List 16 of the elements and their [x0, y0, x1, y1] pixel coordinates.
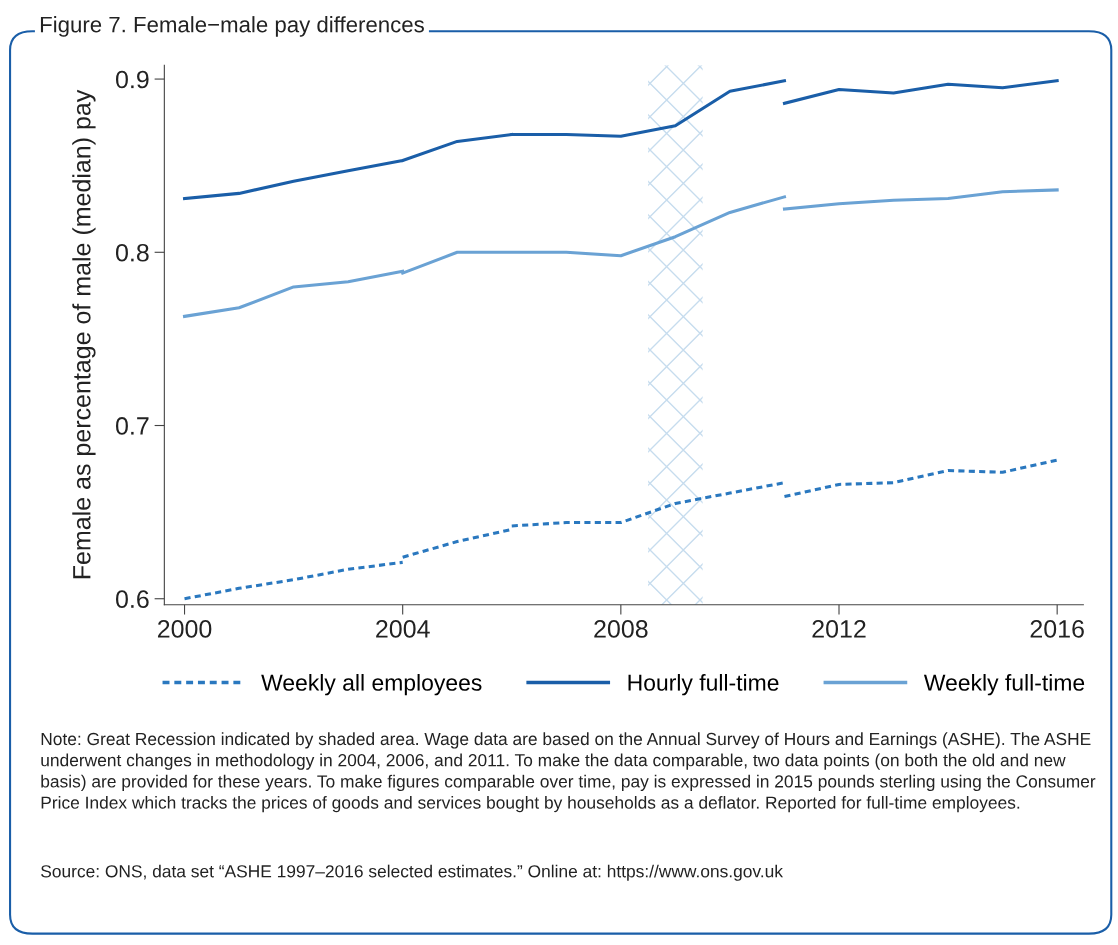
source-note: Source: ONS, data set “ASHE 1997–2016 selected estimates.” Online at: https://www.ons.gov.uk: [41, 864, 784, 881]
x-tick-label: 2016: [1030, 620, 1084, 638]
x-tick-label: 2000: [157, 620, 212, 638]
legend-label: Weekly full-time: [923, 673, 1085, 696]
y-tick-label: 0.9: [115, 70, 149, 89]
y-tick-label: 0.7: [115, 417, 149, 435]
y-tick-label: 0.6: [115, 590, 149, 609]
chart-title: Figure 7. Female−male pay differences: [40, 16, 424, 37]
x-tick-label: 2004: [376, 620, 430, 638]
y-axis-title: Female as percentage of male (median) pay: [72, 89, 96, 579]
x-tick-label: 2008: [594, 620, 648, 638]
x-tick-label: 2012: [812, 620, 866, 638]
legend-label: Weekly all employees: [261, 673, 482, 696]
legend-label: Hourly full-time: [628, 673, 779, 696]
text: Note: Great Recession indicated by shaded area. Wage data are based on the Annual Survey of Hours and Earnings (ASHE). The ASHE underwent changes in methodology in 2004, 2006, and 2011. To make the data comparable, two data points (on both the old and new basis) are provided for these years. To make figures comparable over time, pay is expressed in 2015 pounds sterling using the Consumer Price Index which tracks the prices of goods and services bought by households as a deflator. Reported for full-time employees.: [41, 732, 1096, 813]
y-tick-label: 0.8: [115, 243, 149, 262]
